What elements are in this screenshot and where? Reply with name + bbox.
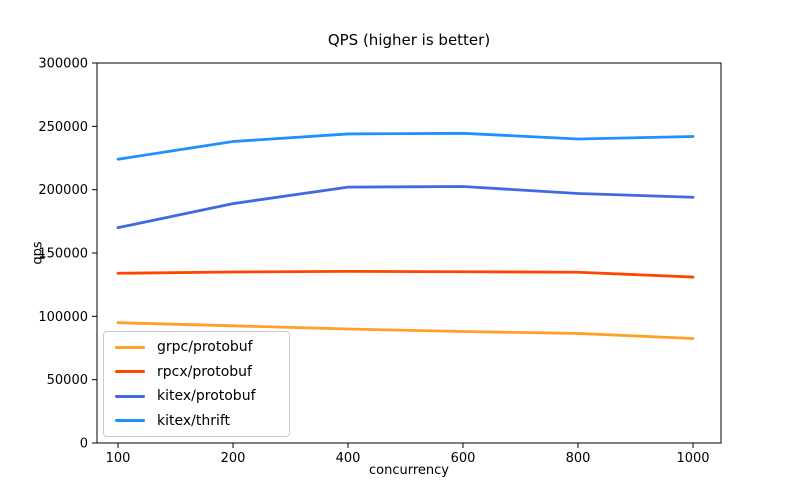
x-tick-label: 1000: [676, 451, 709, 466]
series-line-kitex-thrift: [116, 131, 695, 161]
x-tick-label: 600: [451, 451, 476, 466]
y-tick-label: 250000: [38, 120, 88, 135]
x-axis-label: concurrency: [369, 463, 449, 478]
legend-swatch: [115, 345, 145, 349]
legend-swatch: [115, 419, 145, 423]
chart-title: QPS (higher is better): [327, 31, 491, 49]
y-tick-label: 50000: [47, 373, 88, 388]
y-tick-label: 150000: [38, 247, 88, 262]
x-tick-label: 100: [106, 451, 131, 466]
legend-label: grpc/protobuf: [157, 339, 253, 355]
legend-item-kitex-protobuf: kitex/protobuf: [115, 389, 278, 403]
x-tick-label: 400: [336, 451, 361, 466]
y-tick-label: 0: [80, 437, 88, 452]
legend-label: kitex/thrift: [157, 412, 231, 429]
x-tick-label: 800: [566, 451, 591, 466]
x-tick-label: 200: [221, 451, 246, 466]
legend-label: kitex/protobuf: [157, 388, 256, 405]
legend-swatch: [115, 370, 145, 374]
series-line-grpc-protobuf: [116, 321, 695, 340]
legend-label: rpcx/protobuf: [157, 363, 252, 380]
y-tick-label: 200000: [38, 183, 88, 198]
y-tick-label: 300000: [38, 57, 88, 72]
legend: grpc/protobuf rpcx/protobuf kitex/protobuf…: [103, 331, 290, 437]
legend-item-kitex-thrift: kitex/thrift: [115, 414, 278, 428]
legend-swatch: [115, 394, 145, 398]
series-line-rpcx-protobuf: [116, 269, 695, 279]
legend-item-grpc-protobuf: grpc/protobuf: [115, 340, 278, 354]
legend-item-rpcx-protobuf: rpcx/protobuf: [115, 365, 278, 379]
series-line-kitex-protobuf: [116, 185, 695, 230]
y-tick-label: 100000: [38, 310, 88, 325]
